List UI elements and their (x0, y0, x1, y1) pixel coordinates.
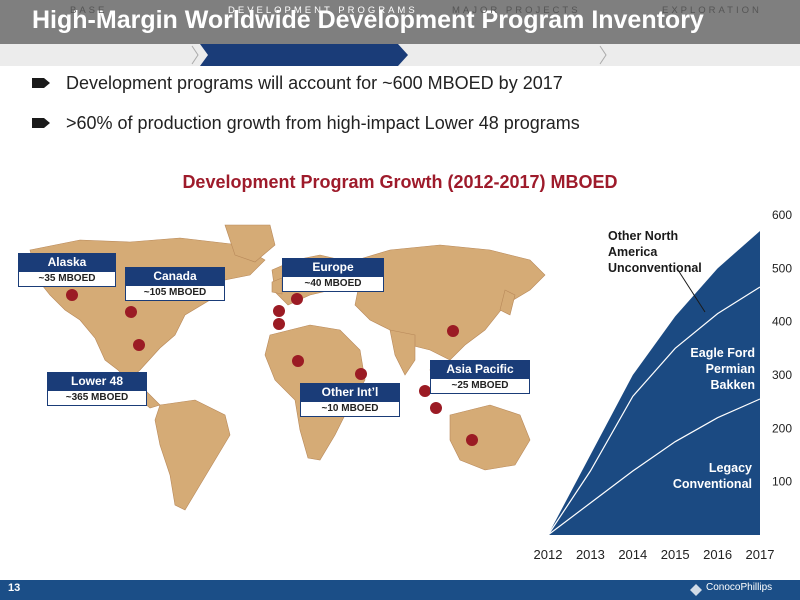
region-label-europe: Europe (282, 258, 384, 276)
australia-location-marker (466, 434, 478, 446)
area-total (548, 231, 760, 535)
region-value-other-intl: ~10 MBOED (300, 401, 400, 417)
nav-item-development-programs[interactable]: DEVELOPMENT PROGRAMS (228, 5, 418, 16)
bullet-text: Development programs will account for ~6… (66, 73, 563, 93)
y-tick-label: 500 (772, 261, 792, 275)
region-value-alaska: ~35 MBOED (18, 271, 116, 287)
series-label: Conventional (673, 477, 752, 491)
series-label: America (608, 245, 658, 259)
series-label: Eagle Ford (690, 346, 755, 360)
canada-location-marker (125, 306, 137, 318)
x-tick-label: 2014 (618, 547, 647, 562)
bullet-item: >60% of production growth from high-impa… (32, 113, 580, 134)
chevron-right-icon (599, 45, 607, 65)
y-tick-label: 400 (772, 315, 792, 329)
page-title: High-Margin Worldwide Development Progra… (32, 6, 704, 34)
europe-location-marker (273, 305, 285, 317)
asia-location-marker (447, 325, 459, 337)
lower48-location-marker (133, 339, 145, 351)
arrow-bullet-icon (32, 78, 50, 88)
series-boundary-line (547, 398, 761, 536)
page-number: 13 (8, 582, 21, 594)
region-value-europe: ~40 MBOED (282, 276, 384, 292)
region-value-canada: ~105 MBOED (125, 285, 225, 301)
footer-bar (0, 580, 800, 600)
series-label: Unconventional (608, 261, 702, 275)
asia-pacific-location-marker (430, 402, 442, 414)
region-label-asia-pacific: Asia Pacific (430, 360, 530, 378)
company-logo: ConocoPhillips (706, 582, 773, 593)
chart-title: Development Program Growth (2012-2017) M… (182, 172, 618, 192)
y-tick-label: 300 (772, 368, 792, 382)
x-tick-label: 2013 (576, 547, 605, 562)
series-label: Other North (608, 229, 678, 243)
x-tick-label: 2017 (746, 547, 775, 562)
title-bar (0, 0, 800, 44)
region-label-other-intl: Other Int’l (300, 383, 400, 401)
y-tick-label: 100 (772, 475, 792, 489)
x-tick-label: 2012 (534, 547, 563, 562)
y-tick-label: 200 (772, 421, 792, 435)
nav-item-base[interactable]: BASE (70, 5, 108, 16)
asia-pacific-location-marker (419, 385, 431, 397)
bullet-text: >60% of production growth from high-impa… (66, 113, 580, 133)
alaska-location-marker (66, 289, 78, 301)
growth-area-chart: 100 200 300 400 500 600 2012 2013 2014 2015 2016 2… (534, 208, 793, 562)
callout-line (677, 269, 706, 313)
europe-location-marker (273, 318, 285, 330)
chevron-right-icon (191, 45, 199, 65)
region-label-canada: Canada (125, 267, 225, 285)
series-boundary-line (547, 286, 761, 536)
other-intl-location-marker (355, 368, 367, 380)
region-label-alaska: Alaska (18, 253, 116, 271)
region-label-lower-48: Lower 48 (47, 372, 147, 390)
logo-mark-icon (690, 584, 702, 596)
series-label: Permian (706, 362, 755, 376)
other-intl-location-marker (292, 355, 304, 367)
region-value-lower-48: ~365 MBOED (47, 390, 147, 406)
arrow-bullet-icon (32, 118, 50, 128)
x-tick-label: 2015 (661, 547, 690, 562)
nav-item-exploration[interactable]: EXPLORATION (662, 5, 762, 16)
europe-location-marker (291, 293, 303, 305)
series-label: Bakken (711, 378, 755, 392)
series-label: Legacy (709, 461, 752, 475)
nav-item-major-projects[interactable]: MAJOR PROJECTS (452, 5, 581, 16)
bullet-item: Development programs will account for ~6… (32, 73, 563, 94)
x-tick-label: 2016 (703, 547, 732, 562)
y-tick-label: 600 (772, 208, 792, 222)
nav-active-highlight (200, 44, 408, 66)
region-value-asia-pacific: ~25 MBOED (430, 378, 530, 394)
